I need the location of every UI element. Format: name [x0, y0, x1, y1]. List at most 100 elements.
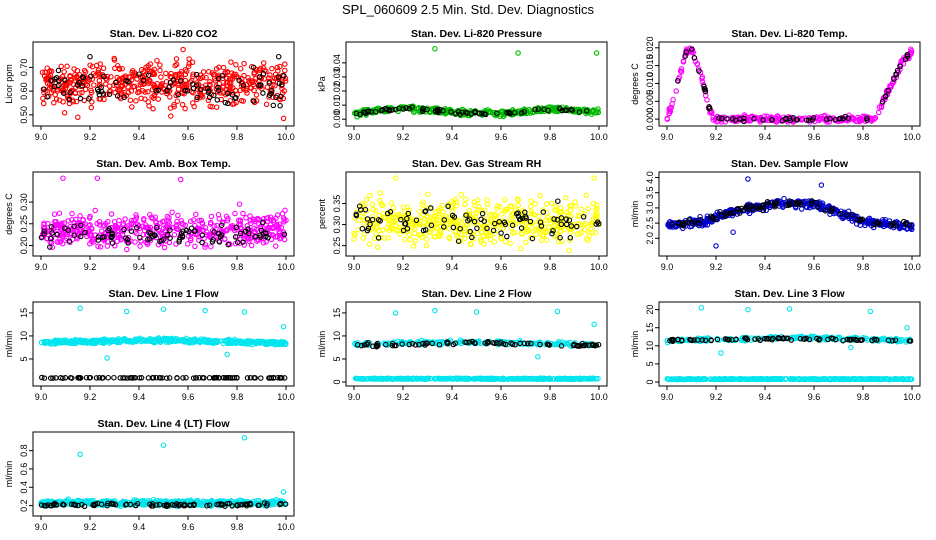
x-tick-label: 9.2: [397, 132, 410, 142]
data-point: [52, 221, 59, 228]
data-point: [557, 105, 563, 112]
data-point: [61, 69, 67, 75]
series-secondary: [353, 104, 590, 118]
data-point: [794, 116, 801, 123]
x-tick-label: 9.2: [710, 262, 723, 272]
data-point: [172, 62, 178, 69]
data-point: [69, 210, 75, 217]
data-point: [113, 79, 119, 86]
data-point: [180, 46, 186, 53]
y-axis-label: ml/min: [630, 331, 640, 358]
plot-frame: [658, 41, 921, 127]
data-point: [81, 67, 88, 74]
data-point: [178, 230, 185, 237]
data-point: [440, 107, 446, 114]
data-point: [139, 87, 146, 94]
x-tick-label: 9.8: [857, 132, 870, 142]
data-point: [89, 99, 95, 105]
data-point: [484, 197, 490, 203]
x-tick-label: 9.8: [857, 392, 870, 402]
y-tick-label: 4.0: [645, 171, 655, 184]
data-point: [84, 82, 91, 89]
chart-title: Stan. Dev. Line 1 Flow: [108, 288, 219, 300]
data-point: [699, 75, 705, 82]
data-point: [417, 221, 424, 228]
data-point: [205, 88, 212, 94]
data-point: [532, 227, 539, 233]
data-point: [512, 109, 518, 116]
x-tick-label: 9.8: [544, 132, 557, 142]
data-point: [56, 78, 62, 84]
data-point: [237, 65, 244, 72]
x-tick-label: 9.4: [133, 392, 146, 402]
y-axis-label: Licor ppm: [4, 64, 14, 104]
data-point: [114, 238, 120, 245]
data-point: [678, 69, 685, 75]
data-point: [240, 239, 246, 245]
data-point: [157, 67, 163, 74]
data-point: [191, 103, 197, 110]
data-point: [875, 109, 882, 116]
x-tick-label: 10.0: [590, 132, 608, 142]
data-point: [261, 76, 268, 82]
data-point: [436, 208, 443, 214]
data-point: [210, 237, 216, 243]
data-point: [215, 211, 222, 218]
data-point: [185, 63, 192, 70]
data-point: [61, 220, 68, 226]
x-tick-label: 10.0: [277, 392, 295, 402]
y-tick-label: 5: [332, 356, 342, 361]
data-point: [64, 80, 71, 86]
data-point: [225, 100, 231, 107]
data-point: [282, 61, 288, 67]
data-point: [751, 115, 757, 122]
data-point: [583, 108, 590, 114]
chart-title: Stan. Dev. Line 3 Flow: [734, 288, 845, 300]
data-point: [353, 110, 360, 117]
data-point: [281, 217, 287, 223]
y-tick-label: 0.30: [332, 216, 342, 234]
data-point: [476, 204, 482, 210]
data-point: [277, 63, 283, 70]
data-point: [392, 106, 399, 113]
data-point: [501, 196, 508, 203]
data-point: [512, 221, 519, 228]
data-point: [237, 230, 244, 237]
data-point: [904, 53, 911, 60]
y-tick-label: 2.5: [645, 217, 655, 230]
data-point: [131, 83, 138, 90]
data-point: [93, 375, 100, 381]
data-point: [224, 79, 231, 86]
data-point: [198, 217, 205, 224]
data-point: [105, 374, 111, 381]
data-point: [713, 243, 719, 249]
data-point: [432, 108, 439, 114]
data-point: [116, 217, 122, 224]
data-point: [94, 86, 101, 93]
data-point: [75, 114, 81, 121]
data-point: [593, 50, 600, 56]
data-point: [137, 243, 143, 249]
data-point: [592, 229, 599, 236]
x-tick-label: 9.4: [133, 132, 146, 142]
data-point: [67, 227, 73, 233]
data-point: [260, 60, 267, 66]
data-point: [80, 217, 86, 223]
data-point: [111, 218, 118, 225]
data-point: [215, 75, 222, 82]
data-point: [157, 238, 163, 245]
data-point: [281, 73, 287, 79]
series-secondary: [39, 374, 288, 381]
data-point: [48, 224, 55, 230]
data-point: [664, 115, 670, 122]
x-tick-label: 9.0: [348, 262, 361, 272]
data-point: [274, 212, 281, 218]
chart-title: Stan. Dev. Line 2 Flow: [421, 288, 532, 300]
data-point: [49, 230, 55, 236]
y-tick-label: 3.0: [645, 202, 655, 215]
data-point: [865, 114, 871, 120]
x-tick-label: 10.0: [903, 262, 921, 272]
y-tick-label: 0.25: [19, 215, 29, 233]
data-point: [250, 64, 257, 71]
data-point: [92, 207, 98, 214]
